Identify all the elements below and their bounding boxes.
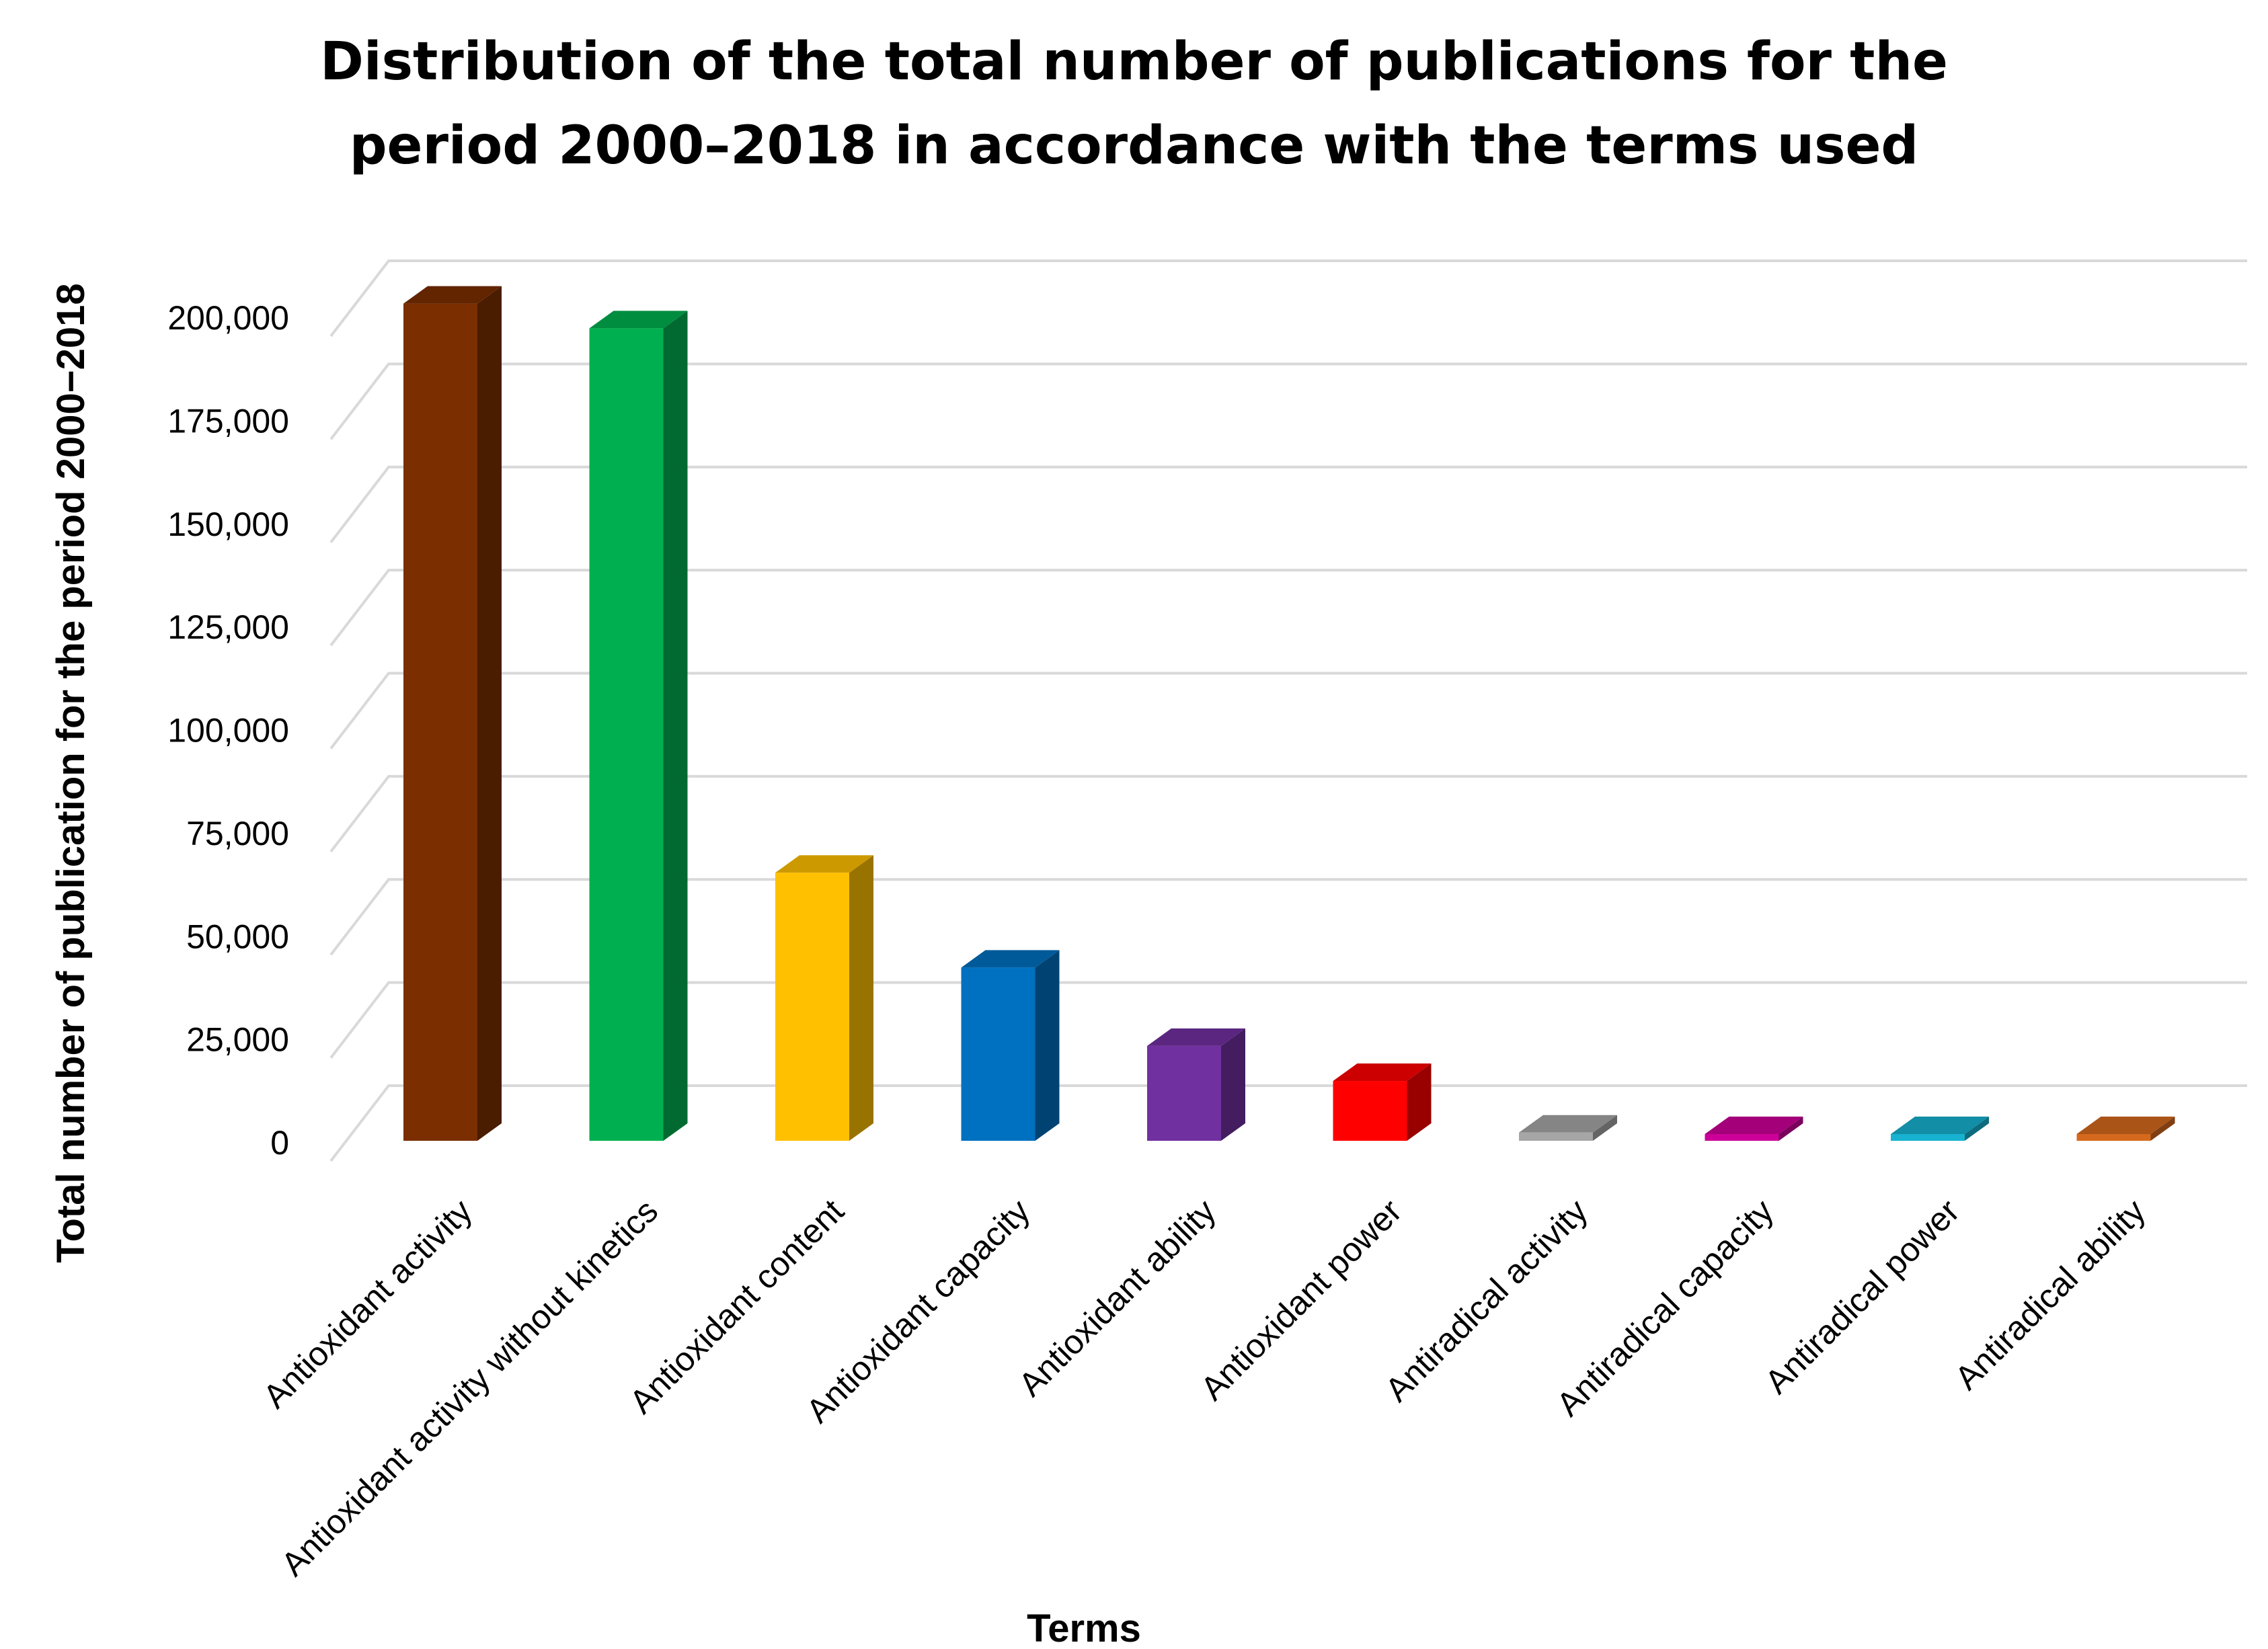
bar [2076,1117,2175,1141]
x-tick-label: Antioxidant activity without kinetics [274,1192,665,1583]
gridline [329,981,2247,1059]
bar-top [2076,1117,2175,1134]
bar-front [961,967,1035,1141]
bar [1705,1117,1803,1141]
y-axis-label: Total number of publication for the peri… [49,283,93,1262]
gridline [329,1084,2247,1162]
bar [589,311,688,1141]
chart-title: Distribution of the total number of publ… [0,20,2268,188]
bars [403,286,2175,1141]
y-tick-label: 75,000 [186,815,289,852]
gridlines [329,259,2247,1162]
chart-title-line-2: period 2000–2018 in accordance with the … [349,116,1919,176]
bar-top [1891,1117,1989,1134]
bar [1147,1028,1245,1141]
bar-side [1593,1115,1617,1141]
bar-front [1147,1045,1221,1141]
bar-side [477,286,502,1141]
bar-top [1519,1115,1617,1133]
bar [403,286,502,1141]
x-axis-label: Terms [1027,1607,1141,1649]
gridline [329,569,2247,647]
bar-side [849,855,873,1141]
x-tick-label: Antioxidant power [1194,1192,1409,1408]
x-tick-label: Antioxidant ability [1011,1192,1223,1404]
y-tick-label: 200,000 [167,299,289,337]
bar-top [1705,1117,1803,1134]
y-tick-label: 100,000 [167,712,289,750]
bar-front [1333,1081,1407,1141]
bar [1519,1115,1617,1141]
bar-top [589,311,688,329]
bar-top [1147,1028,1245,1046]
bar-front [403,303,477,1141]
bar-front [775,873,849,1141]
bar-side [1221,1028,1245,1141]
y-axis-ticks: 0 25,000 50,000 75,000 100,000 125,000 150,000… [167,299,289,1162]
y-tick-label: 150,000 [167,506,289,543]
bar-front [2076,1134,2151,1141]
gridline [329,465,2247,543]
bar [961,950,1060,1141]
x-tick-label: Antioxidant activity [256,1192,479,1415]
gridline [329,878,2247,956]
bar-top [961,950,1060,968]
x-tick-label: Antiradical activity [1378,1192,1595,1409]
bar-front [589,328,664,1141]
chart-title-line-1: Distribution of the total number of publ… [320,32,1948,92]
x-tick-label: Antiradical ability [1947,1192,2152,1397]
bar-front [1705,1134,1779,1141]
bar-side [1778,1117,1803,1141]
y-tick-label: 50,000 [186,918,289,955]
bar-side [1965,1117,1989,1141]
gridline [329,259,2247,337]
bar-top [403,286,502,304]
bar-front [1519,1132,1593,1141]
y-tick-label: 25,000 [186,1021,289,1059]
y-tick-label: 175,000 [167,402,289,440]
bar-front [1891,1134,1965,1141]
gridline [329,362,2247,440]
bar [1891,1117,1989,1141]
y-tick-label: 0 [270,1124,289,1162]
bar-side [1035,950,1060,1141]
bar-top [1333,1063,1432,1082]
bar-side [1407,1063,1432,1141]
bar [1333,1063,1432,1141]
bar-side [663,311,688,1141]
y-tick-label: 125,000 [167,608,289,646]
gridline [329,774,2247,853]
bar [775,855,873,1141]
x-tick-label: Antiradical power [1758,1192,1967,1401]
gridline [329,672,2247,750]
bar-top [775,855,873,873]
bar-side [2150,1117,2175,1141]
